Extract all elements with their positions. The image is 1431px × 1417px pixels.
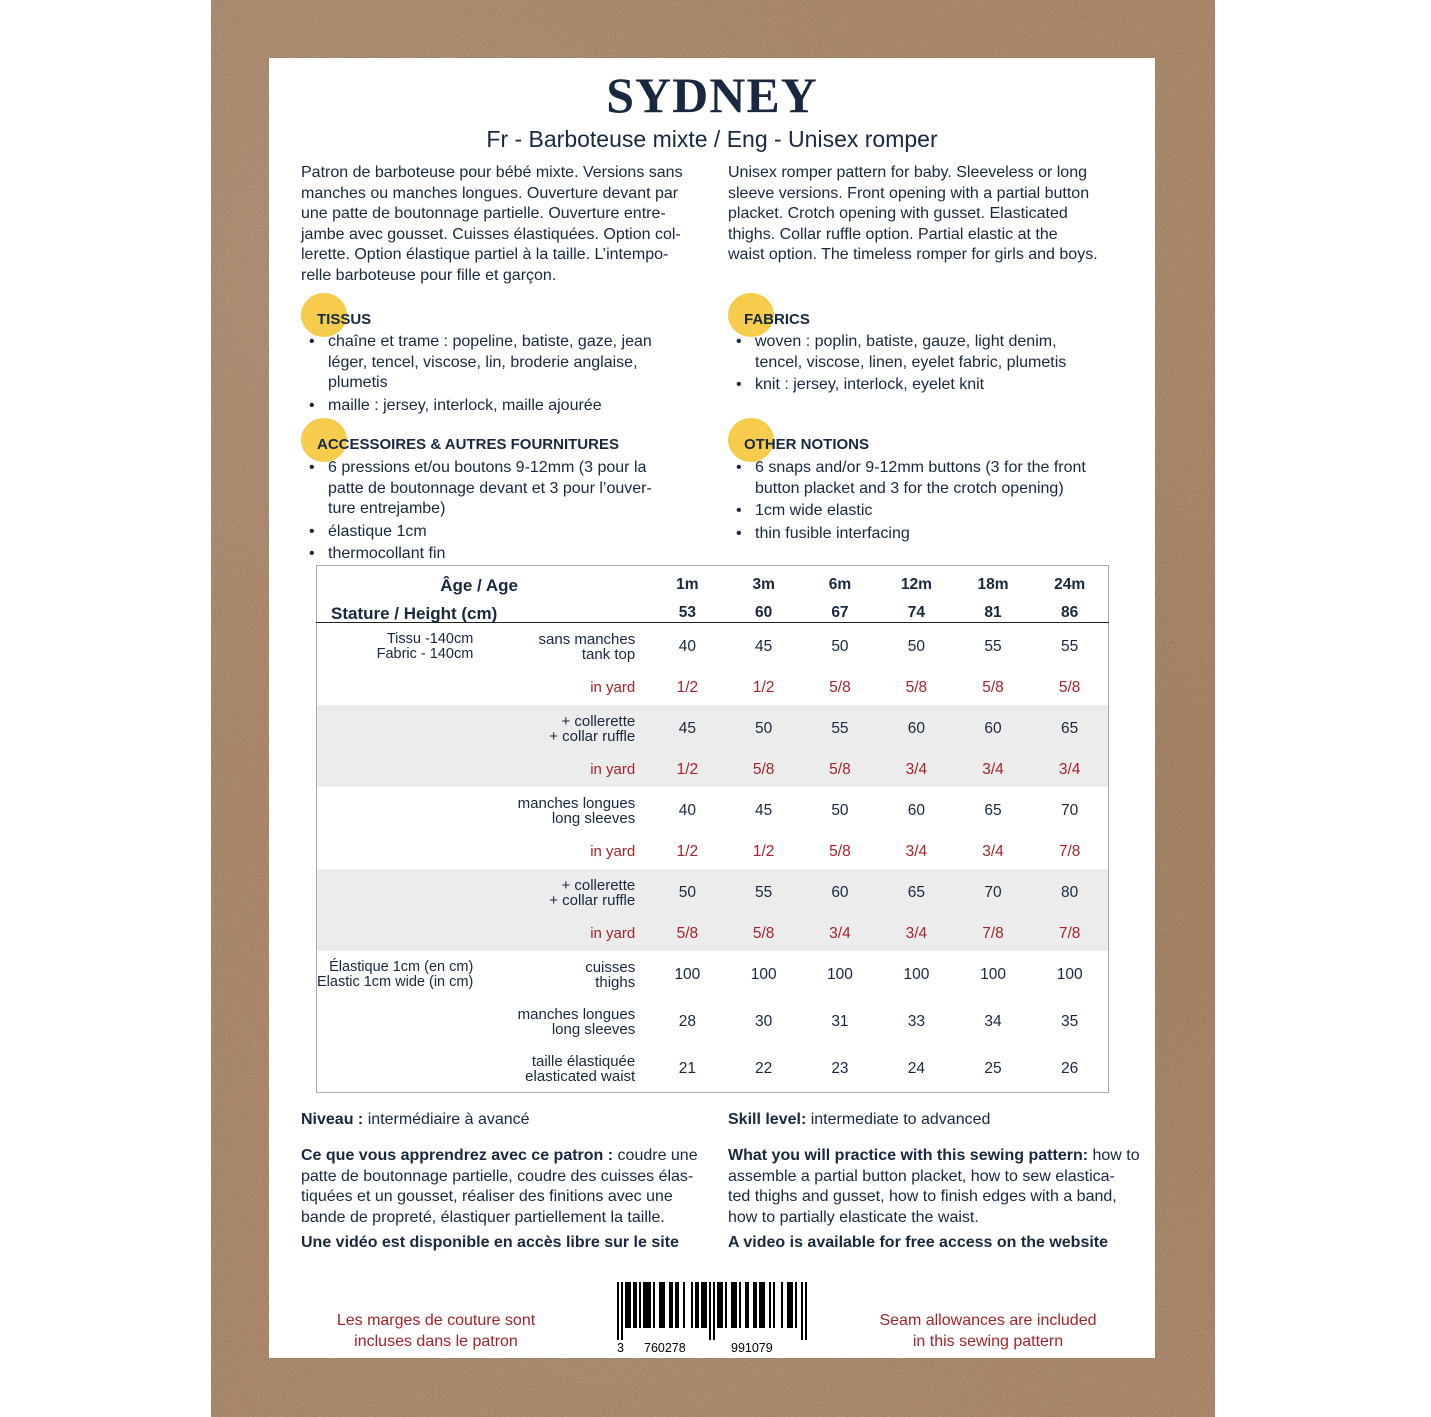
svg-text:991079: 991079: [731, 1341, 773, 1354]
svg-text:760278: 760278: [644, 1341, 686, 1354]
svg-text:3: 3: [617, 1341, 624, 1354]
